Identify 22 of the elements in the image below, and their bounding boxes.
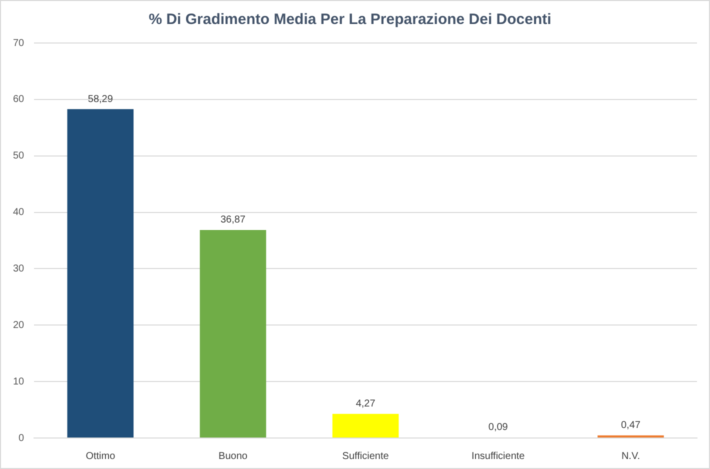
x-tick-label: Buono bbox=[218, 450, 248, 462]
y-tick-label: 50 bbox=[13, 150, 25, 162]
data-label: 0,47 bbox=[620, 420, 641, 432]
chart-title: % Di Gradimento Media Per La Preparazione Dei Docenti bbox=[148, 11, 552, 28]
x-tick-label: Insufficiente bbox=[472, 450, 526, 462]
y-tick-label: 10 bbox=[13, 376, 25, 388]
x-tick-label: Sufficiente bbox=[342, 450, 390, 462]
data-label: 4,27 bbox=[356, 398, 376, 410]
y-tick-label: 0 bbox=[18, 432, 25, 444]
x-tick-label: N.V. bbox=[621, 450, 640, 462]
bar bbox=[67, 109, 134, 438]
y-tick-label: 40 bbox=[13, 207, 25, 218]
y-tick-label: 30 bbox=[13, 263, 25, 274]
data-label: 58,29 bbox=[88, 94, 114, 105]
bar bbox=[332, 414, 399, 438]
data-label: 36,87 bbox=[220, 214, 246, 226]
x-tick-label: Ottimo bbox=[86, 450, 116, 462]
bar bbox=[200, 230, 266, 438]
y-tick-label: 70 bbox=[13, 38, 25, 49]
y-tick-label: 60 bbox=[13, 94, 25, 106]
y-tick-label: 20 bbox=[13, 320, 25, 331]
data-label: 0,09 bbox=[488, 422, 508, 434]
